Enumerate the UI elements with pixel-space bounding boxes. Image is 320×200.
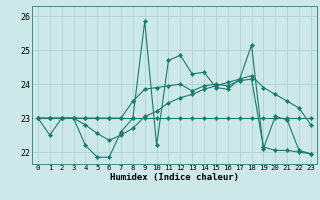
X-axis label: Humidex (Indice chaleur): Humidex (Indice chaleur) [110,173,239,182]
